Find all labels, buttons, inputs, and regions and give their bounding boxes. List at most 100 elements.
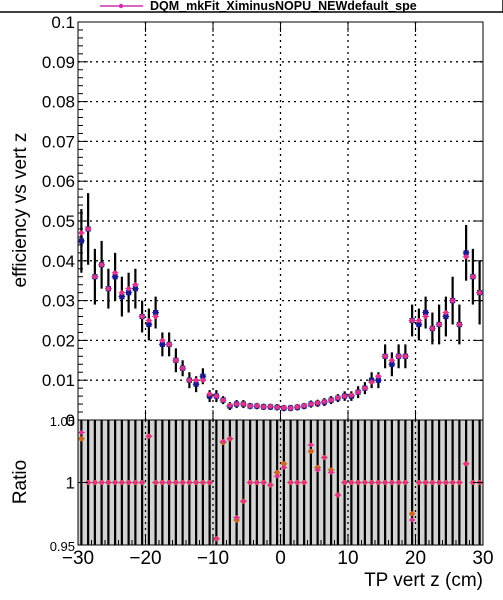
ratio-point-new [254, 480, 260, 485]
ratio-point-new [423, 480, 428, 485]
ratio-point-new [382, 480, 388, 485]
ratio-point-new [301, 480, 307, 485]
efficiency-point-new [240, 401, 246, 407]
efficiency-point-new [389, 357, 395, 363]
ratio-point-new [376, 480, 381, 485]
efficiency-point-new [321, 399, 327, 405]
main-panel: 0 0.01 0.02 0.03 0.04 0.05 0.06 0.07 0.08 0.09 0.1… [10, 13, 484, 430]
ratio-point-new [443, 480, 449, 485]
main-y-tick-label: 0.02 [42, 331, 75, 350]
ratio-x-tick-label: −20 [129, 548, 161, 569]
efficiency-point-new [99, 262, 105, 268]
efficiency-point-ref [193, 381, 199, 387]
efficiency-point-new [429, 326, 435, 331]
ratio-point-new [281, 465, 287, 470]
main-y-ticks: 0 0.01 0.02 0.03 0.04 0.05 0.06 0.07 0.08 0.09 0.1 [42, 13, 484, 430]
efficiency-point-new [78, 230, 84, 236]
x-axis-label: TP vert z (cm) [364, 570, 483, 591]
ratio-point-new [362, 480, 368, 485]
efficiency-point-ref [146, 321, 152, 328]
efficiency-point-new [436, 322, 442, 327]
ratio-point-new [85, 480, 91, 485]
ratio-x-tick-label: 10 [337, 548, 358, 569]
ratio-point-new [166, 480, 172, 485]
main-y-tick-label: 0.01 [42, 371, 75, 390]
efficiency-point-new [342, 393, 348, 399]
ratio-point-new [295, 480, 300, 485]
ratio-point-new [234, 515, 239, 520]
main-y-tick-label: 0.09 [42, 53, 75, 72]
efficiency-point-ref [200, 373, 206, 379]
efficiency-point-new [362, 385, 368, 391]
efficiency-point-new [85, 226, 91, 232]
ratio-point-new [261, 480, 266, 485]
efficiency-point-ref [132, 286, 138, 292]
efficiency-point-new [126, 286, 132, 292]
ratio-point-new [106, 480, 111, 485]
efficiency-point-new [375, 373, 381, 379]
efficiency-point-new [308, 401, 314, 407]
efficiency-point-ref [112, 274, 118, 280]
ratio-x-tick-label: 0 [275, 548, 286, 569]
efficiency-point-new [281, 405, 287, 411]
efficiency-point-new [477, 290, 483, 296]
efficiency-point-new [105, 286, 111, 292]
efficiency-point-new [186, 377, 192, 383]
ratio-point-new [200, 480, 206, 485]
ratio-x-tick-label: 20 [405, 548, 426, 569]
ratio-y-tick-label: 1.05 [50, 414, 75, 429]
efficiency-point-ref [375, 377, 381, 383]
ratio-point-new [416, 480, 422, 485]
ratio-point-new [369, 480, 374, 485]
ratio-x-tick-label: 30 [472, 548, 493, 569]
efficiency-point-ref [119, 294, 125, 300]
efficiency-point-new [213, 393, 219, 399]
ratio-point-ref [281, 461, 287, 467]
main-y-tick-label: 0.06 [42, 172, 75, 191]
efficiency-point-new [396, 353, 402, 359]
ratio-point-new [403, 480, 408, 485]
main-y-tick-label: 0 [66, 411, 75, 430]
ratio-point-new [288, 480, 293, 485]
ratio-point-new [457, 480, 462, 485]
efficiency-point-new [274, 404, 280, 410]
efficiency-point-new [200, 377, 206, 383]
ratio-point-new [322, 455, 327, 460]
ratio-x-tick-label: −10 [197, 548, 229, 569]
ratio-point-new [187, 480, 192, 485]
ratio-point-new [315, 467, 320, 473]
ratio-x-tick-label: −30 [62, 548, 94, 569]
main-y-tick-label: 0.07 [42, 132, 75, 151]
efficiency-point-new [288, 405, 294, 411]
legend-marker [118, 3, 124, 9]
ratio-point-new [227, 436, 233, 441]
efficiency-point-new [227, 402, 233, 408]
ratio-point-new [241, 499, 246, 504]
ratio-point-new [99, 480, 104, 485]
efficiency-point-new [261, 404, 267, 410]
ratio-point-new [139, 480, 145, 485]
main-grid [78, 22, 483, 420]
efficiency-point-new [294, 404, 300, 410]
ratio-y-tick-label: 0.95 [50, 539, 75, 554]
efficiency-point-new [369, 379, 375, 385]
efficiency-point-new [220, 397, 226, 403]
ratio-point-ref [78, 436, 84, 442]
ratio-point-new [355, 480, 361, 485]
efficiency-point-new [254, 403, 260, 409]
efficiency-point-ref [443, 313, 449, 320]
ratio-point-new [268, 482, 273, 488]
ratio-point-new [173, 480, 179, 485]
ratio-point-new [214, 536, 219, 541]
ratio-point-new [450, 480, 455, 485]
efficiency-point-new [409, 318, 415, 323]
ratio-points [78, 420, 483, 545]
ratio-point-ref [308, 448, 314, 454]
efficiency-point-new [450, 298, 456, 303]
efficiency-point-new [348, 392, 354, 398]
efficiency-point-new [180, 365, 186, 371]
efficiency-point-new [92, 274, 98, 280]
ratio-point-new [396, 480, 401, 485]
ratio-point-new [220, 439, 226, 444]
ratio-point-new [112, 480, 118, 485]
